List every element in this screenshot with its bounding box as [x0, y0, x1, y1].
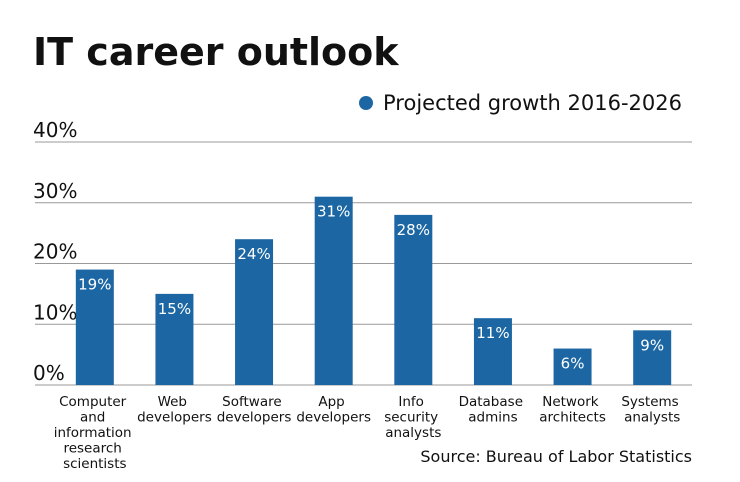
y-tick-label: 20%	[33, 240, 77, 264]
bar	[235, 239, 274, 385]
y-tick-label: 40%	[33, 118, 77, 142]
x-tick-label: Database admins	[459, 394, 528, 426]
source: Source: Bureau of Labor Statistics	[420, 447, 692, 466]
bar	[155, 293, 194, 385]
x-tick-label: Systems analysts	[621, 394, 683, 426]
value-label: 28%	[397, 221, 430, 239]
value-label: 15%	[158, 300, 191, 318]
value-label: 6%	[561, 355, 585, 373]
x-tick-label: Web developers	[137, 394, 212, 426]
bar	[633, 330, 672, 385]
x-tick-label: Computer and information research scient…	[54, 394, 136, 472]
x-tick-label: Info security analysts	[384, 394, 442, 441]
value-label: 11%	[476, 324, 509, 342]
y-tick-label: 10%	[33, 300, 77, 324]
value-label: 24%	[237, 245, 270, 263]
y-tick-label: 0%	[33, 361, 65, 385]
x-tick-label: App developers	[296, 394, 371, 426]
chart-title: IT career outlook	[33, 30, 399, 74]
legend-label: Projected growth 2016-2026	[383, 91, 682, 115]
bar	[553, 348, 592, 385]
value-label: 19%	[78, 276, 111, 294]
bar	[473, 318, 512, 385]
bar	[314, 196, 353, 385]
legend-marker	[359, 96, 373, 110]
y-tick-label: 30%	[33, 179, 77, 203]
bar	[75, 269, 114, 385]
value-label: 9%	[640, 336, 664, 354]
bar	[394, 214, 433, 385]
x-tick-label: Network architects	[539, 394, 606, 426]
value-label: 31%	[317, 203, 350, 221]
x-tick-label: Software developers	[217, 394, 292, 426]
